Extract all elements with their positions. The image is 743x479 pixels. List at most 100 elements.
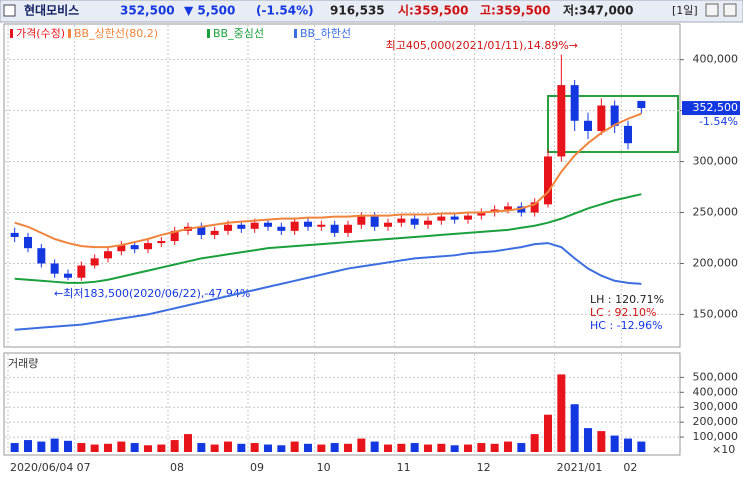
- x-tick-label: 11: [397, 461, 411, 474]
- volume-bar: [264, 444, 272, 452]
- candle-body: [357, 216, 366, 225]
- volume-bar: [50, 438, 59, 452]
- y-tick-label: 250,000: [693, 206, 739, 219]
- change: ▼ 5,500: [184, 4, 235, 18]
- candle-body: [530, 202, 539, 213]
- legend-label: BB_상한선(80,2): [74, 27, 158, 40]
- volume-bar: [64, 440, 72, 452]
- volume-bar: [517, 443, 526, 452]
- volume-bar: [597, 431, 606, 452]
- volume-bar: [344, 443, 352, 452]
- candle-body: [224, 224, 232, 231]
- legend-swatch: [68, 29, 71, 38]
- x-tick-label: 2021/01: [557, 461, 603, 474]
- y-tick-label: 500,000: [693, 370, 739, 383]
- y-tick-label: 300,000: [693, 155, 739, 168]
- low-annotation: ←최저183,500(2020/06/22),-47.94%: [54, 287, 250, 300]
- volume-bar: [157, 444, 166, 452]
- legend-label: BB_중심선: [213, 27, 264, 40]
- checkbox[interactable]: [3, 4, 16, 17]
- candle-body: [304, 221, 312, 227]
- volume-bar: [504, 441, 512, 452]
- stat: LC : 92.10%: [590, 306, 656, 319]
- volume-bar: [250, 443, 259, 452]
- candle-body: [90, 258, 99, 266]
- candle-body: [264, 222, 272, 227]
- candle-body: [624, 125, 632, 144]
- y-tick-label: 200,000: [693, 256, 739, 269]
- legend-swatch: [207, 29, 210, 38]
- candle-body: [610, 105, 619, 126]
- y-tick-label: 200,000: [693, 415, 739, 428]
- candle-body: [410, 218, 419, 225]
- volume-bar: [624, 438, 632, 452]
- period[interactable]: [1일]: [672, 3, 698, 17]
- y-tick-label: 100,000: [693, 430, 739, 443]
- x-tick-label: 2020/06/04: [10, 461, 73, 474]
- candle-body: [170, 230, 179, 242]
- legend-swatch: [10, 29, 13, 38]
- band-line: [14, 242, 642, 331]
- volume-bar: [24, 440, 32, 452]
- volume-bar: [77, 443, 86, 452]
- volume-bar: [210, 444, 219, 452]
- volume-bar: [37, 441, 46, 452]
- price: 352,500: [120, 4, 175, 18]
- unit-label: ×10: [712, 443, 735, 456]
- x-tick-label: 02: [623, 461, 637, 474]
- legend-label: BB_하한선: [300, 26, 351, 40]
- candle-body: [37, 248, 46, 264]
- y-tick-label: 300,000: [693, 400, 739, 413]
- volume-bar: [197, 443, 206, 452]
- candle-body: [384, 222, 392, 227]
- candle-body: [277, 226, 286, 231]
- volume-bar: [237, 443, 246, 452]
- candle-body: [130, 245, 139, 250]
- candle-body: [570, 85, 579, 121]
- price-panel: [3, 23, 681, 348]
- price-label: 352,500: [693, 101, 739, 114]
- volume: 916,535: [330, 4, 385, 18]
- volume-bar: [637, 441, 646, 452]
- y-tick-label: 400,000: [693, 385, 739, 398]
- candle-body: [197, 226, 206, 235]
- x-tick-label: 08: [170, 461, 184, 474]
- candle-body: [344, 224, 352, 233]
- x-tick-label: 12: [477, 461, 491, 474]
- candle-body: [10, 232, 19, 237]
- volume-bar: [330, 443, 339, 452]
- volume-bar: [357, 438, 366, 452]
- candle-body: [330, 224, 339, 233]
- candle-body: [144, 243, 152, 250]
- volume-bar: [224, 441, 232, 452]
- candle-body: [464, 215, 472, 220]
- candle-body: [477, 212, 486, 216]
- change-label: -1.54%: [699, 115, 738, 128]
- legend-label: 가격(수정): [16, 27, 65, 40]
- candle-body: [77, 265, 86, 278]
- candle-body: [450, 216, 459, 220]
- change-pct: (-1.54%): [256, 4, 314, 18]
- candle-body: [637, 100, 646, 109]
- window-button[interactable]: [705, 3, 719, 17]
- volume-bar: [290, 441, 299, 452]
- volume-bar: [584, 428, 592, 452]
- close-button[interactable]: [723, 3, 737, 17]
- volume-bar: [277, 445, 286, 452]
- x-tick-label: 10: [317, 461, 331, 474]
- volume-bar: [384, 444, 392, 452]
- candle-body: [597, 105, 606, 131]
- candle-body: [370, 216, 379, 227]
- candle-body: [290, 221, 299, 231]
- volume-bar: [570, 404, 579, 452]
- y-tick-label: 400,000: [693, 53, 739, 66]
- price-marker: [682, 101, 740, 116]
- candle-body: [237, 224, 246, 229]
- volume-bar: [144, 445, 152, 452]
- volume-bar: [464, 444, 472, 452]
- candle-body: [117, 245, 126, 252]
- volume-bar: [10, 443, 19, 452]
- candle-body: [504, 206, 512, 210]
- candle-body: [584, 120, 592, 131]
